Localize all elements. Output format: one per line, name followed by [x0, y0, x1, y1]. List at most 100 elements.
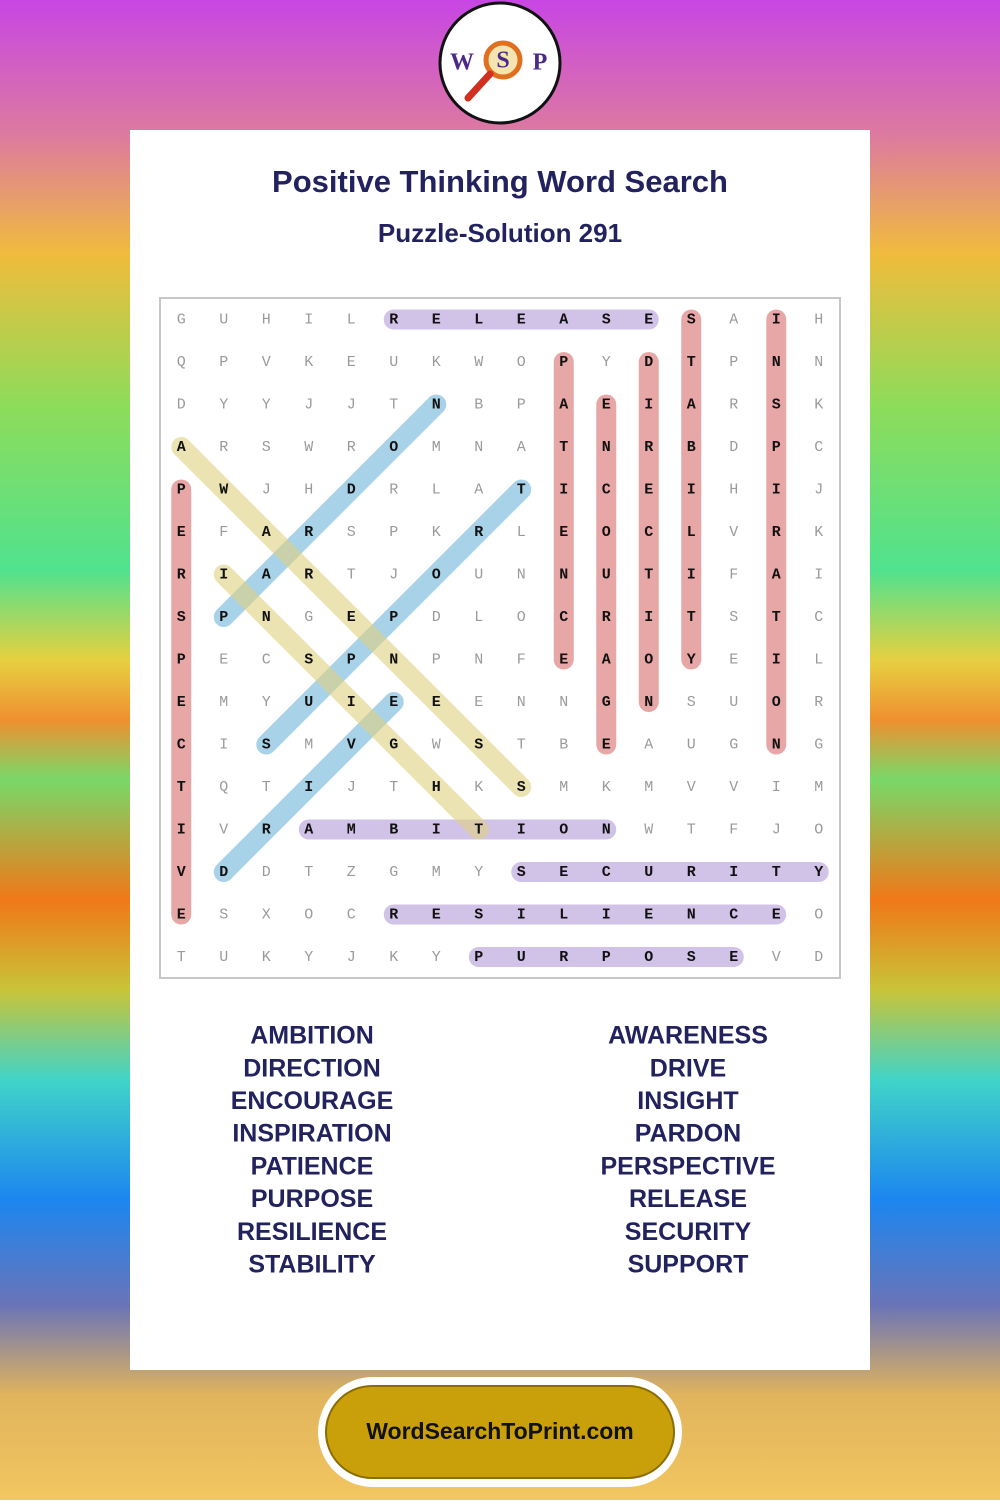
highlight — [213, 564, 489, 840]
grid-letter: I — [772, 779, 781, 796]
grid-letter: I — [177, 821, 186, 838]
grid-letter: I — [517, 821, 526, 838]
grid-letter: A — [772, 566, 781, 583]
grid-letter: C — [602, 864, 611, 881]
highlight — [213, 394, 447, 627]
grid-letter: S — [517, 864, 526, 881]
grid-letter: M — [559, 779, 568, 796]
grid-letter: V — [772, 949, 781, 966]
word: STABILITY — [248, 1251, 376, 1279]
word: AMBITION — [250, 1022, 374, 1050]
grid-letter: E — [517, 311, 526, 328]
grid-letter: J — [304, 396, 313, 413]
grid-letter: S — [687, 311, 696, 328]
grid-letter: W — [219, 481, 228, 498]
grid-letter: B — [559, 736, 568, 753]
grid-letter: S — [262, 439, 271, 456]
grid-letter: S — [602, 311, 611, 328]
grid-letter: Q — [219, 779, 228, 796]
word: DIRECTION — [243, 1054, 381, 1082]
grid-letter: I — [814, 566, 823, 583]
grid-letter: Q — [177, 354, 186, 371]
grid-letter: J — [814, 481, 823, 498]
grid-letter: I — [772, 481, 781, 498]
grid-letter: T — [517, 481, 526, 498]
grid-letter: J — [347, 396, 356, 413]
grid-letter: U — [517, 949, 526, 966]
grid-letter: E — [644, 311, 653, 328]
grid-letter: E — [772, 906, 781, 923]
grid-letter: H — [432, 779, 441, 796]
grid-letter: D — [347, 481, 356, 498]
highlight — [213, 692, 404, 882]
grid-letter: A — [602, 651, 611, 668]
grid-letter: F — [729, 566, 738, 583]
grid-letter: R — [219, 439, 228, 456]
grid-letter: D — [729, 439, 738, 456]
grid-letter: E — [389, 694, 398, 711]
grid-letter: R — [602, 609, 611, 626]
grid-letter: C — [644, 524, 653, 541]
grid-letter: P — [389, 524, 398, 541]
grid-letter: S — [772, 396, 781, 413]
grid-letter: D — [262, 864, 271, 881]
grid-letter: E — [219, 651, 228, 668]
grid-letter: A — [559, 311, 568, 328]
grid-letter: J — [347, 779, 356, 796]
grid-letter: Y — [687, 651, 696, 668]
grid-letter: E — [602, 396, 611, 413]
subtitle: Puzzle-Solution 291 — [378, 218, 622, 248]
grid-letter: E — [177, 694, 186, 711]
word: PATIENCE — [251, 1152, 374, 1180]
grid-letter: P — [389, 609, 398, 626]
grid-letter: S — [219, 906, 228, 923]
grid-letter: I — [219, 566, 228, 583]
grid-letter: O — [644, 949, 653, 966]
grid-letter: R — [389, 311, 398, 328]
grid-letter: R — [644, 439, 653, 456]
logo-letter: P — [533, 50, 548, 76]
grid-letter: O — [432, 566, 441, 583]
grid-letter: I — [602, 906, 611, 923]
grid-letter: T — [177, 949, 186, 966]
highlights — [171, 309, 829, 967]
footer-site: WordSearchToPrint.com — [366, 1418, 634, 1444]
grid-letter: O — [644, 651, 653, 668]
grid-letter: I — [772, 651, 781, 668]
grid-letter: T — [389, 779, 398, 796]
grid-letter: D — [814, 949, 823, 966]
grid-letter: S — [687, 949, 696, 966]
grid-letter: U — [602, 566, 611, 583]
grid-letter: U — [729, 694, 738, 711]
grid-letter: I — [772, 311, 781, 328]
title: Positive Thinking Word Search — [272, 164, 728, 199]
grid-letter: P — [474, 949, 483, 966]
grid-letter: C — [602, 481, 611, 498]
grid-letter: E — [729, 949, 738, 966]
grid-letter: T — [262, 779, 271, 796]
grid-letter: G — [389, 864, 398, 881]
grid-letter: A — [304, 821, 313, 838]
grid-letter: K — [262, 949, 271, 966]
grid-letter: R — [729, 396, 738, 413]
grid-letter: K — [304, 354, 313, 371]
grid-letter: N — [559, 566, 568, 583]
grid-letter: F — [517, 651, 526, 668]
grid-letter: V — [729, 524, 738, 541]
grid-letter: H — [729, 481, 738, 498]
logo-letter: S — [496, 48, 509, 74]
grid-letter: I — [687, 481, 696, 498]
grid-letter: O — [517, 354, 526, 371]
word: INSIGHT — [637, 1087, 738, 1115]
grid-letter: J — [262, 481, 271, 498]
grid-letter: N — [772, 354, 781, 371]
grid-letter: L — [517, 524, 526, 541]
grid-letter: N — [772, 736, 781, 753]
grid-letter: N — [687, 906, 696, 923]
grid-letter: H — [262, 311, 271, 328]
grid-letter: S — [474, 906, 483, 923]
word: AWARENESS — [608, 1022, 768, 1050]
grid-letter: B — [389, 821, 398, 838]
grid-letter: E — [177, 524, 186, 541]
grid-letter: U — [219, 311, 228, 328]
